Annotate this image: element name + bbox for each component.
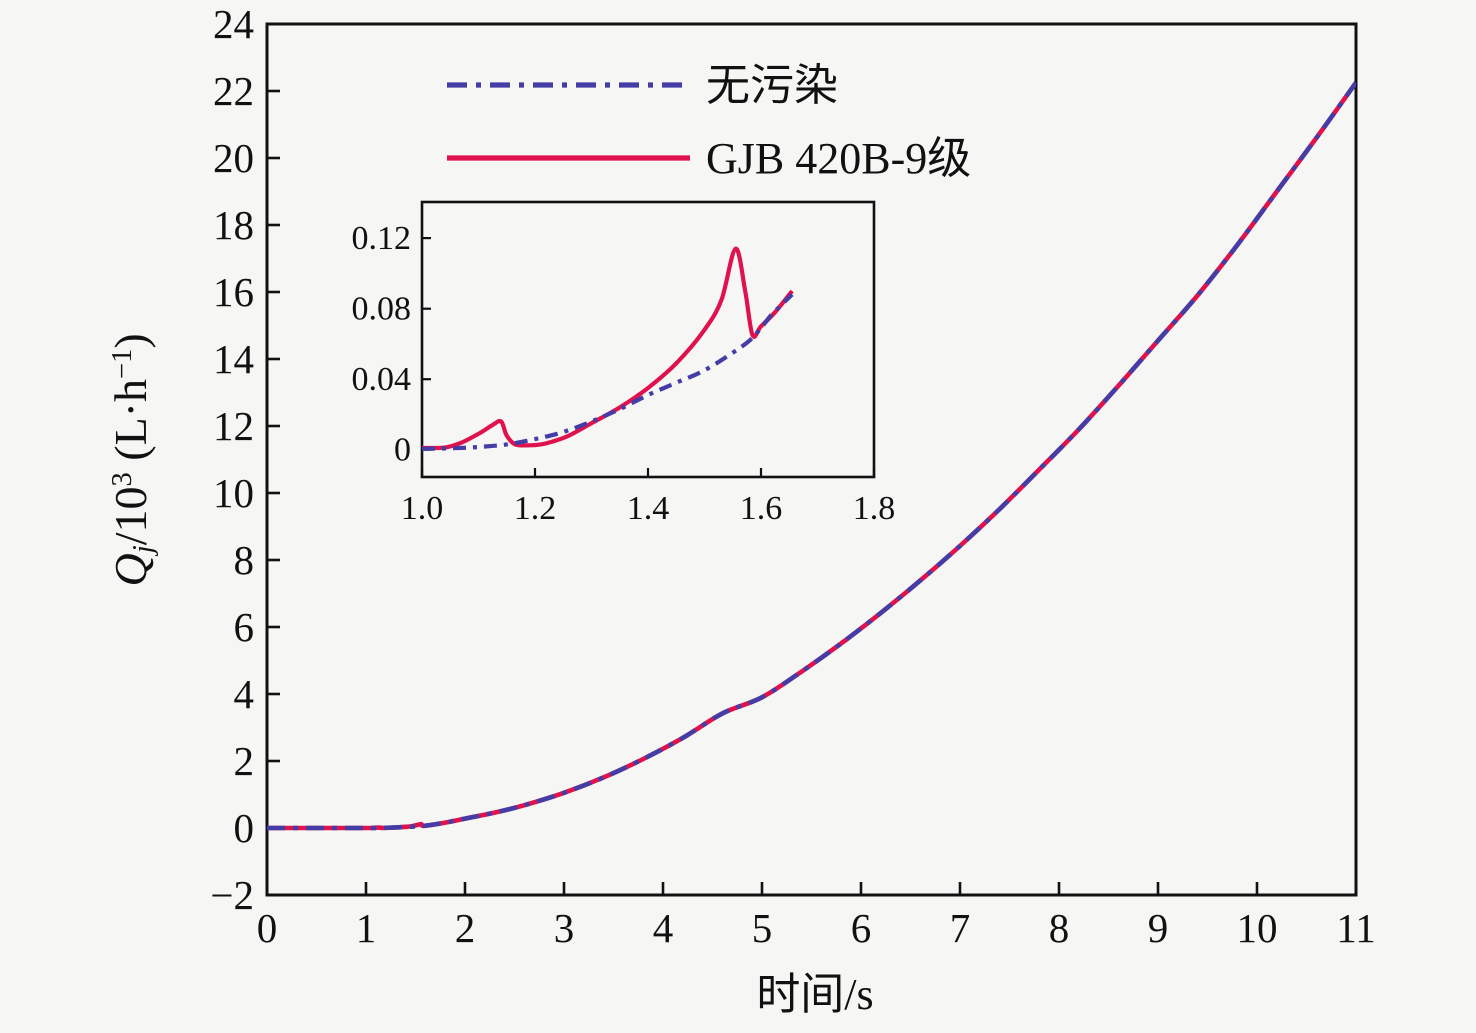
inset-plot: 1.0 1.2 1.4 1.6 1.8 0 0.04 0.08 0.12 — [352, 200, 896, 527]
legend: 无污染 GJB 420B-9级 — [447, 61, 971, 183]
main-x-tick-label: 5 — [752, 905, 773, 951]
main-x-tick-label: 6 — [851, 905, 872, 951]
main-y-tick-label: 16 — [213, 269, 254, 315]
main-y-tick-label: 18 — [213, 202, 254, 248]
main-x-tick-label: 11 — [1336, 905, 1375, 951]
series-gjb-420b-9 — [422, 246, 794, 451]
main-y-tick-label: 24 — [213, 1, 254, 47]
main-x-tick-label: 3 — [554, 905, 575, 951]
inset-y-tick-label: 0.12 — [352, 220, 412, 257]
x-axis-label: 时间/s — [756, 970, 874, 1019]
inset-y-tick-label: 0.04 — [352, 361, 412, 398]
inset-frame — [420, 200, 876, 479]
main-x-tick-label: 2 — [455, 905, 476, 951]
main-x-tick-label: 10 — [1237, 905, 1278, 951]
main-x-tick-label: 8 — [1049, 905, 1070, 951]
main-y-tick-label: 0 — [234, 805, 255, 851]
main-x-tick-label: 4 — [653, 905, 674, 951]
y-axis-label: Qj/103 (L·h−1) — [105, 333, 159, 587]
main-y-tick-label: 22 — [213, 68, 254, 114]
legend-label-0: 无污染 — [706, 61, 838, 110]
y-axis-label-subscript: j — [127, 545, 159, 554]
series-no-pollution — [267, 81, 1356, 831]
main-y-tick-label: −2 — [210, 872, 254, 918]
y-axis-label-symbol: Q — [105, 553, 157, 587]
main-x-tick-label: 1 — [356, 905, 377, 951]
main-x-tick-label: 0 — [257, 905, 278, 951]
main-y-tick-label: 6 — [234, 604, 255, 650]
main-y-tick-label: 4 — [234, 671, 255, 717]
inset-y-tick-label: 0.08 — [352, 291, 412, 328]
main-y-tick-label: 2 — [234, 738, 255, 784]
main-x-tick-label: 7 — [950, 905, 971, 951]
inset-x-tick-label: 1.6 — [740, 490, 783, 527]
main-y-tick-label: 20 — [213, 135, 254, 181]
inset-x-tick-label: 1.4 — [627, 490, 670, 527]
main-y-tick-label: 14 — [213, 336, 254, 382]
main-y-tick-label: 8 — [234, 537, 255, 583]
series-no-pollution — [422, 293, 794, 451]
main-y-tick-label: 10 — [213, 470, 254, 516]
inset-x-tick-label: 1.8 — [853, 490, 896, 527]
main-y-tick-label: 12 — [213, 403, 254, 449]
inset-y-tick-label: 0 — [394, 432, 411, 469]
inset-x-tick-label: 1.0 — [401, 490, 444, 527]
main-x-tick-label: 9 — [1148, 905, 1169, 951]
inset-x-tick-label: 1.2 — [514, 490, 557, 527]
legend-label-1: GJB 420B-9级 — [706, 134, 971, 183]
